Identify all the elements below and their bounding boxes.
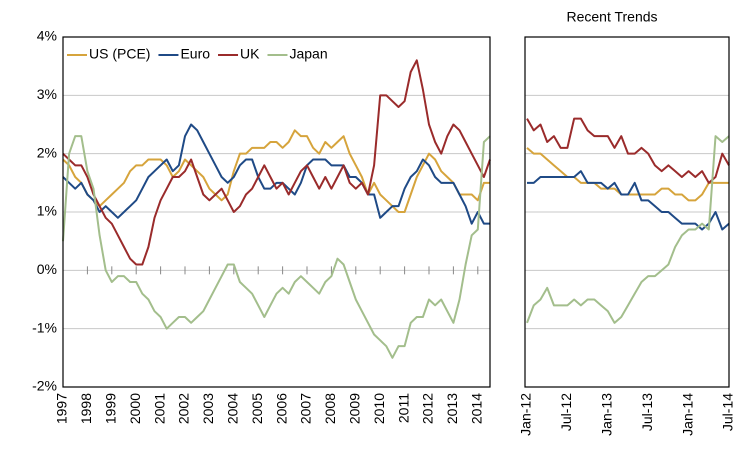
series-line: [527, 170, 730, 231]
x-tick-label: 2010: [371, 393, 387, 424]
x-tick-label: 2011: [395, 393, 411, 423]
legend-label: US (PCE): [89, 46, 150, 62]
x-tick-label: 2001: [151, 393, 167, 424]
x-tick-label: 2003: [200, 393, 216, 424]
x-tick-label: Jul-13: [639, 393, 655, 431]
x-tick-label: 1997: [54, 393, 70, 424]
x-tick-label: 2006: [273, 393, 289, 424]
x-tick-label: 2007: [298, 393, 314, 424]
y-tick-label: 4%: [37, 28, 57, 44]
y-tick-label: -1%: [32, 319, 57, 335]
legend-label: UK: [240, 46, 260, 62]
x-tick-label: 2004: [225, 393, 241, 424]
legend-label: Euro: [180, 46, 210, 62]
x-tick-label: Jan-13: [599, 393, 615, 436]
x-tick-label: 2012: [420, 393, 436, 424]
x-tick-label: Jul-14: [720, 393, 734, 431]
legend: US (PCE) Euro UK Japan: [67, 46, 328, 62]
series-line: [526, 117, 730, 184]
x-tick-label: 2008: [322, 393, 338, 424]
x-tick-label: 2005: [249, 393, 265, 424]
x-tick-label: 2013: [444, 393, 460, 424]
y-tick-label: -2%: [32, 378, 57, 394]
x-tick-label: 1998: [78, 393, 94, 424]
series-line: [62, 59, 491, 266]
plot-frame: [62, 36, 491, 388]
series-line: [62, 123, 490, 225]
chart-title: Recent Trends: [566, 9, 657, 25]
x-tick-label: 2014: [469, 393, 485, 424]
series-line: [62, 135, 491, 359]
series-line: [526, 135, 730, 324]
y-tick-label: 2%: [37, 144, 57, 160]
x-tick-label: 2002: [176, 393, 192, 424]
y-tick-label: 0%: [37, 261, 57, 277]
x-tick-label: 2009: [347, 393, 363, 424]
x-tick-label: Jan-12: [518, 393, 534, 436]
x-tick-label: 2000: [127, 393, 143, 424]
x-tick-label: Jan-14: [679, 393, 695, 436]
x-tick-label: 1999: [103, 393, 119, 424]
y-tick-label: 3%: [37, 86, 57, 102]
y-tick-label: 1%: [37, 203, 57, 219]
x-tick-label: Jul-12: [558, 393, 574, 431]
plot-frame: [524, 36, 730, 388]
legend-label: Japan: [289, 46, 327, 62]
series-line: [62, 129, 490, 213]
